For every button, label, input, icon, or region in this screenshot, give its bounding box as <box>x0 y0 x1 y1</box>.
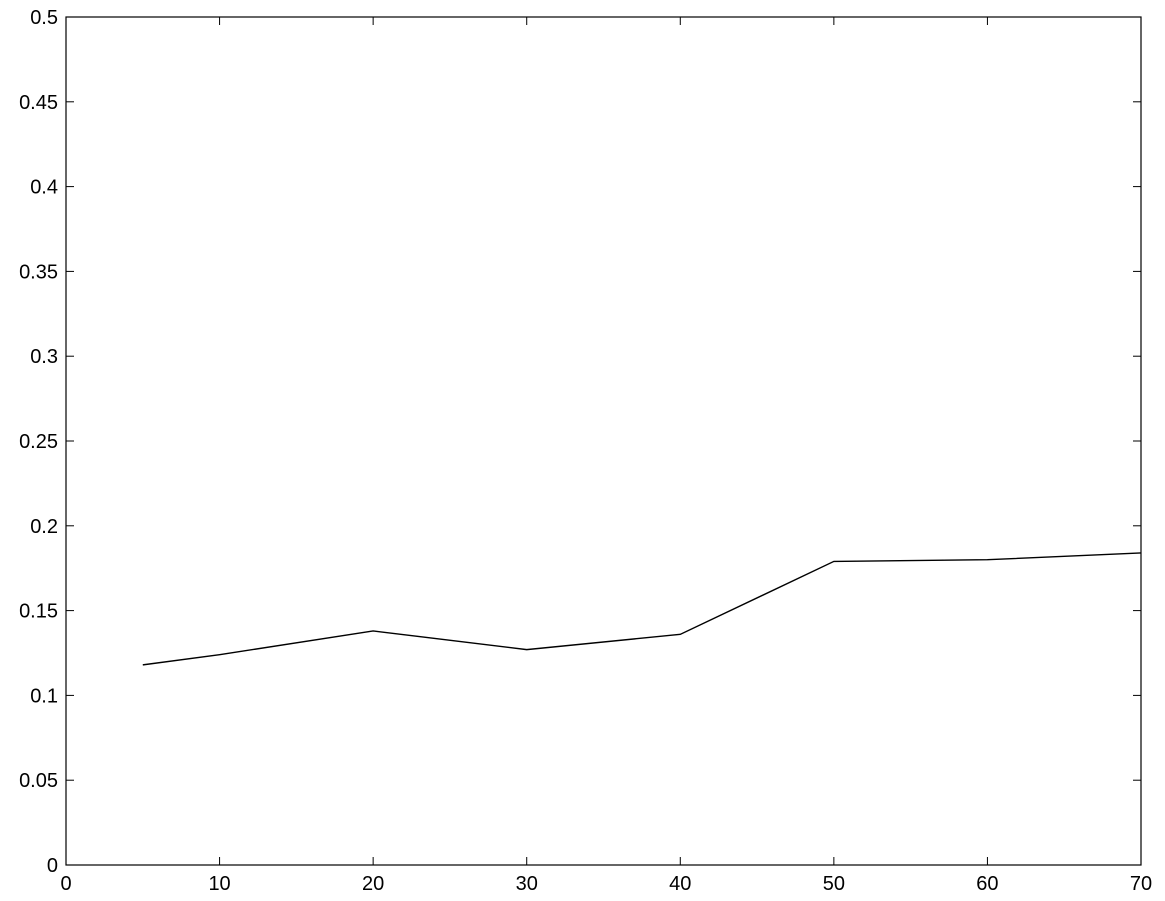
x-tick-label: 50 <box>823 873 845 895</box>
x-tick-label: 70 <box>1130 873 1152 895</box>
x-axis: 0 10 20 30 40 50 60 70 <box>60 17 1152 895</box>
y-tick-label: 0.05 <box>19 770 58 792</box>
x-tick-label: 40 <box>669 873 691 895</box>
y-axis: 0 0.05 0.1 0.15 0.2 0.25 0.3 0.35 0.4 0.45 0.5 <box>19 7 1141 877</box>
x-tick-label: 60 <box>976 873 998 895</box>
y-tick-label: 0.2 <box>30 516 58 538</box>
x-tick-label: 30 <box>516 873 538 895</box>
y-tick-label: 0.35 <box>19 261 58 283</box>
x-tick-label: 20 <box>362 873 384 895</box>
y-tick-label: 0 <box>47 855 58 877</box>
x-tick-label: 0 <box>60 873 71 895</box>
x-tick-label: 10 <box>208 873 230 895</box>
y-tick-label: 0.4 <box>30 177 58 199</box>
y-tick-label: 0.3 <box>30 346 58 368</box>
y-tick-label: 0.15 <box>19 601 58 623</box>
series-layer <box>142 552 1142 666</box>
plot-frame <box>65 16 1142 866</box>
y-tick-label: 0.25 <box>19 431 58 453</box>
y-tick-label: 0.1 <box>30 685 58 707</box>
y-tick-label: 0.45 <box>19 92 58 114</box>
plot-box <box>65 16 1142 866</box>
series-line <box>142 552 1142 666</box>
y-tick-label: 0.5 <box>30 7 58 29</box>
